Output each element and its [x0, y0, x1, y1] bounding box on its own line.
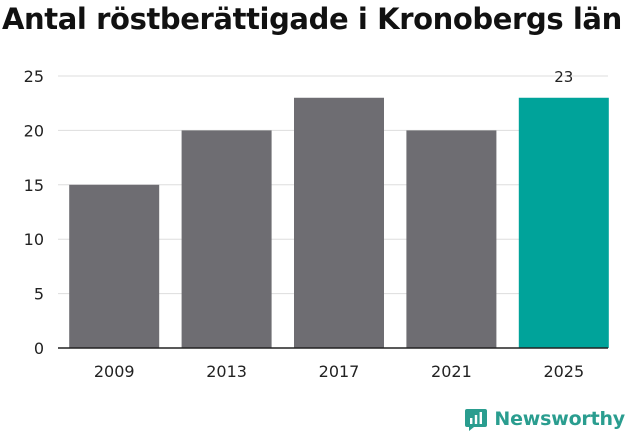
bar-2013 — [181, 130, 272, 348]
bar-chart-logo-icon — [465, 409, 488, 431]
y-tick-label: 15 — [24, 176, 44, 195]
x-tick-label: 2017 — [319, 362, 360, 381]
bar-2017 — [294, 97, 384, 348]
brand-logo: Newsworthy — [464, 407, 625, 431]
x-tick-label: 2009 — [94, 362, 135, 381]
data-label: 23 — [554, 68, 573, 86]
y-tick-labels: 0 5 10 15 20 25 — [24, 67, 44, 358]
y-tick-label: 5 — [34, 285, 44, 304]
bar-2009 — [69, 184, 160, 348]
chart-title: Antal röstberättigade i Kronobergs län — [2, 2, 622, 36]
y-tick-label: 25 — [24, 67, 44, 86]
y-tick-label: 10 — [24, 230, 44, 249]
x-tick-label: 2013 — [206, 362, 247, 381]
data-labels: 23 — [554, 68, 573, 86]
y-tick-label: 20 — [24, 121, 44, 140]
y-tick-label: 0 — [34, 339, 44, 358]
bars — [69, 97, 609, 348]
x-tick-label: 2025 — [543, 362, 584, 381]
bar-2021 — [406, 130, 497, 348]
x-tick-label: 2021 — [431, 362, 472, 381]
brand-name: Newsworthy — [494, 408, 625, 430]
x-tick-labels: 2009 2013 2017 2021 2025 — [94, 362, 584, 381]
bar-2025 — [518, 97, 609, 348]
